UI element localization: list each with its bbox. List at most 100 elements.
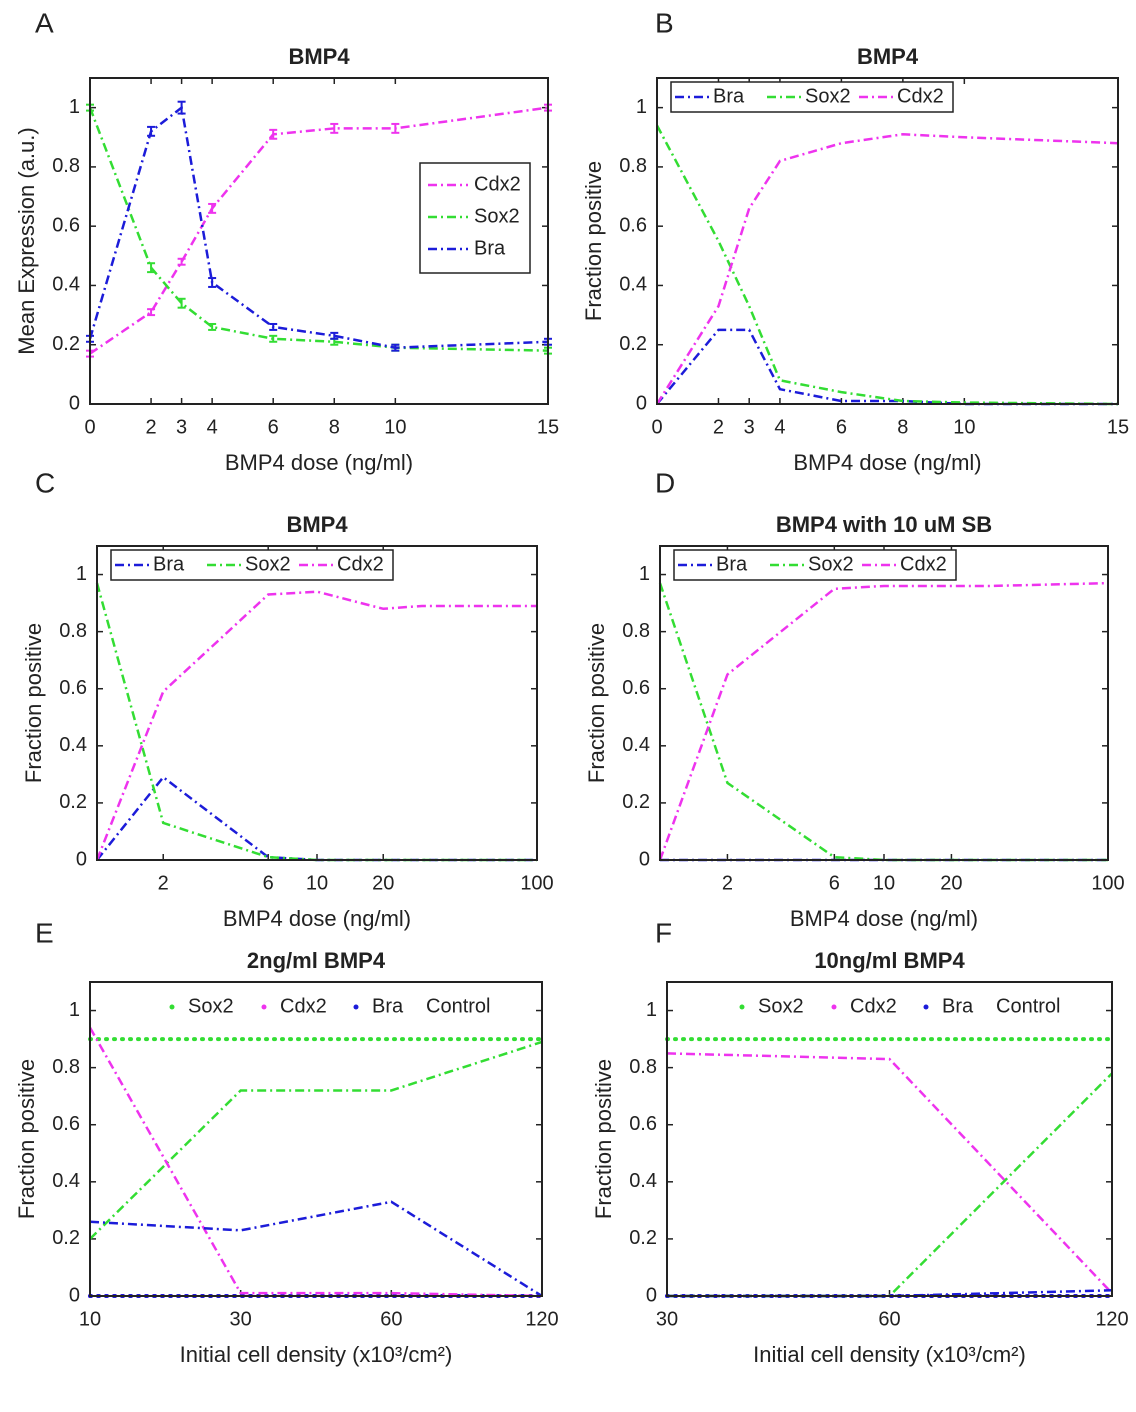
y-tick-label: 0.2: [622, 791, 650, 813]
legend-marker: [739, 1004, 745, 1010]
y-tick-label: 0.4: [52, 1170, 80, 1192]
x-tick-label: 2: [146, 416, 157, 438]
y-tick-label: 0: [69, 1284, 80, 1306]
y-tick-label: 0.8: [59, 620, 87, 642]
y-tick-label: 0.6: [52, 214, 80, 236]
y-tick-label: 0.6: [629, 1113, 657, 1135]
series-line: [88, 1027, 543, 1298]
x-axis-label: BMP4 dose (ng/ml): [225, 450, 413, 475]
series-line: [89, 106, 549, 355]
x-axis-label: Initial cell density (x10³/cm²): [180, 1342, 453, 1367]
x-tick-label: 6: [263, 872, 274, 894]
legend-marker: [831, 1004, 837, 1010]
x-tick-label: 3: [744, 416, 755, 438]
panel-letter: C: [35, 467, 55, 498]
x-tick-label: 120: [525, 1308, 558, 1330]
y-tick-label: 0.8: [629, 1056, 657, 1078]
legend-label: Sox2: [245, 553, 291, 575]
series-line: [96, 775, 537, 862]
chart-title: BMP4 with 10 uM SB: [776, 512, 992, 537]
y-tick-label: 1: [646, 999, 657, 1021]
y-tick-label: 1: [639, 563, 650, 585]
y-axis-label: Fraction positive: [21, 623, 46, 783]
x-axis-label: BMP4 dose (ng/ml): [793, 450, 981, 475]
y-tick-label: 0.4: [622, 734, 650, 756]
y-tick-label: 0.8: [52, 155, 80, 177]
legend-label: Cdx2: [900, 553, 947, 575]
y-tick-label: 0.8: [619, 155, 647, 177]
y-tick-label: 0.2: [619, 333, 647, 355]
legend-marker: [169, 1004, 175, 1010]
legend-box: [670, 81, 954, 113]
error-bar: [147, 262, 156, 274]
x-tick-label: 15: [1107, 416, 1129, 438]
x-tick-label: 10: [953, 416, 975, 438]
legend-label: Cdx2: [474, 173, 521, 195]
x-tick-label: 60: [878, 1308, 900, 1330]
x-tick-label: 10: [384, 416, 406, 438]
legend-label: Bra: [713, 85, 745, 107]
series-line: [655, 133, 1119, 405]
y-axis-label: Mean Expression (a.u.): [14, 127, 39, 354]
axes-frame: [89, 981, 543, 1297]
y-tick-label: 0.4: [619, 274, 647, 296]
error-bar: [177, 257, 186, 266]
error-bar: [147, 125, 156, 137]
legend-label: Sox2: [808, 553, 854, 575]
x-tick-label: 4: [774, 416, 785, 438]
legend-label: Bra: [474, 237, 506, 259]
y-axis-label: Fraction positive: [581, 161, 606, 321]
chart-title: 2ng/ml BMP4: [247, 948, 386, 973]
x-tick-label: 2: [722, 872, 733, 894]
y-tick-label: 0.2: [52, 1227, 80, 1249]
x-tick-label: 2: [158, 872, 169, 894]
error-bar: [177, 100, 186, 115]
x-tick-label: 120: [1095, 1308, 1128, 1330]
legend-box: [419, 162, 531, 274]
y-tick-label: 0.6: [619, 214, 647, 236]
x-axis-label: Initial cell density (x10³/cm²): [753, 1342, 1026, 1367]
legend-label: Cdx2: [337, 553, 384, 575]
x-tick-label: 0: [84, 416, 95, 438]
y-tick-label: 1: [76, 563, 87, 585]
y-tick-label: 0.2: [52, 333, 80, 355]
y-tick-label: 0.2: [629, 1227, 657, 1249]
series-line: [95, 582, 537, 862]
error-bar: [269, 334, 278, 343]
x-tick-label: 10: [873, 872, 895, 894]
x-tick-label: 3: [176, 416, 187, 438]
x-tick-label: 6: [829, 872, 840, 894]
panel-letter: B: [655, 7, 674, 38]
x-tick-label: 8: [897, 416, 908, 438]
x-tick-label: 0: [651, 416, 662, 438]
error-bar: [177, 297, 186, 309]
x-tick-label: 20: [940, 872, 962, 894]
y-tick-label: 0.6: [622, 677, 650, 699]
legend-label: Sox2: [805, 85, 851, 107]
y-axis-label: Fraction positive: [591, 1059, 616, 1219]
error-bar: [208, 202, 217, 214]
series-line: [658, 582, 1108, 862]
legend-label: Control: [996, 995, 1060, 1017]
x-axis-label: BMP4 dose (ng/ml): [790, 906, 978, 931]
axes-frame: [666, 981, 1113, 1297]
series-line: [667, 1072, 1113, 1298]
error-bar: [208, 322, 217, 331]
legend-box: [110, 549, 394, 581]
legend-label: Cdx2: [850, 995, 897, 1017]
legend-label: Bra: [153, 553, 185, 575]
panel-letter: D: [655, 467, 675, 498]
error-bar: [330, 331, 339, 340]
x-axis-label: BMP4 dose (ng/ml): [223, 906, 411, 931]
y-tick-label: 1: [69, 96, 80, 118]
x-tick-label: 10: [306, 872, 328, 894]
legend-label: Sox2: [188, 995, 234, 1017]
x-tick-label: 15: [537, 416, 559, 438]
axes-frame: [89, 77, 549, 405]
series-line: [658, 581, 1109, 861]
series-line: [89, 1040, 543, 1240]
error-bar: [269, 322, 278, 331]
x-tick-label: 10: [79, 1308, 101, 1330]
panel-letter: A: [35, 7, 54, 38]
x-tick-label: 60: [380, 1308, 402, 1330]
